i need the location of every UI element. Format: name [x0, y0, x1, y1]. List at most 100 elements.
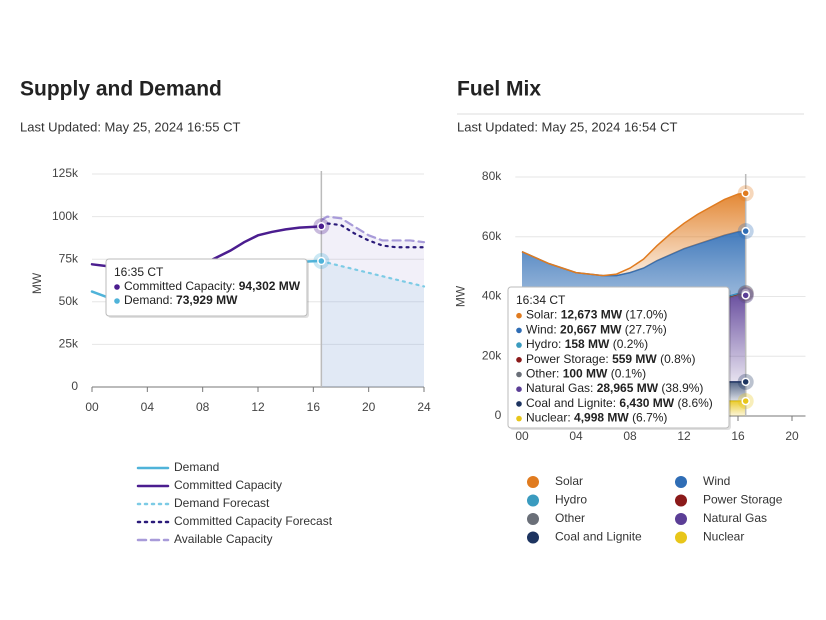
legend-label[interactable]: Coal and Lignite — [555, 530, 642, 544]
hover-point — [741, 226, 750, 236]
tooltip-title: 16:35 CT — [114, 265, 164, 279]
tooltip-label: Committed Capacity: — [124, 279, 235, 293]
legend-label[interactable]: Available Capacity — [174, 532, 273, 546]
legend-label[interactable]: Solar — [555, 474, 583, 488]
legend-label[interactable]: Natural Gas — [703, 511, 767, 525]
hover-point — [741, 377, 750, 387]
tooltip-title: 16:34 CT — [516, 293, 566, 307]
tooltip-dot — [516, 312, 522, 319]
tooltip-share: (27.7%) — [625, 323, 667, 337]
legend-swatch[interactable] — [527, 476, 539, 488]
legend-swatch[interactable] — [675, 513, 687, 525]
hover-point — [317, 256, 326, 266]
x-tick-label: 08 — [196, 400, 210, 414]
tooltip-dot — [516, 342, 522, 348]
legend-label[interactable]: Hydro — [555, 493, 587, 507]
legend-label[interactable]: Demand Forecast — [174, 496, 270, 510]
y-tick-label: 0 — [495, 408, 502, 422]
hover-point — [317, 222, 326, 231]
x-tick-label: 00 — [515, 429, 529, 443]
legend-label[interactable]: Wind — [703, 474, 730, 488]
tooltip-value: 20,667 MW — [560, 323, 622, 337]
tooltip-value: 4,998 MW — [574, 411, 629, 425]
hover-point — [741, 291, 750, 300]
x-tick-label: 16 — [307, 400, 321, 414]
tooltip-box — [105, 258, 308, 317]
x-tick-label: 20 — [362, 400, 376, 414]
series-line — [320, 222, 426, 249]
hover-point — [741, 189, 750, 198]
legend-label[interactable]: Power Storage — [703, 493, 783, 507]
tooltip-value: 6,430 MW — [619, 396, 674, 410]
x-tick-label: 04 — [569, 429, 583, 443]
legend-swatch[interactable] — [527, 513, 539, 525]
stacked-area — [522, 193, 746, 276]
tooltip-share: (17.0%) — [625, 308, 667, 322]
y-tick-label: 25k — [59, 337, 79, 351]
legend-swatch[interactable] — [527, 494, 539, 507]
tooltip-label: Wind: — [526, 323, 557, 337]
x-tick-label: 08 — [623, 429, 637, 443]
tooltip-value: 158 MW — [565, 337, 610, 351]
series-line — [320, 259, 426, 288]
tooltip-box — [507, 286, 730, 429]
x-tick-label: 04 — [141, 400, 155, 414]
y-tick-label: 60k — [482, 229, 502, 243]
tooltip-share: (0.2%) — [613, 337, 648, 351]
stacked-edge — [521, 192, 746, 277]
hover-point — [741, 396, 750, 406]
legend-swatch[interactable] — [675, 476, 687, 488]
series-area — [321, 216, 424, 387]
tooltip-label: Other: — [526, 367, 559, 381]
x-tick-label: 12 — [251, 400, 265, 414]
tooltip-label: Nuclear: — [526, 411, 571, 425]
legend-label[interactable]: Nuclear — [703, 530, 744, 544]
y-axis-label: MW — [453, 285, 467, 307]
legend-label[interactable]: Demand — [174, 460, 219, 474]
legend-swatch[interactable] — [675, 531, 687, 544]
section-title: Fuel Mix — [457, 78, 541, 101]
y-axis-label: MW — [30, 272, 44, 294]
tooltip-share: (0.8%) — [660, 352, 695, 366]
tooltip-label: Demand: — [124, 293, 173, 307]
tooltip-row: Other: 100 MW (0.1%) — [526, 367, 646, 381]
x-tick-label: 20 — [785, 429, 799, 443]
tooltip-label: Hydro: — [526, 337, 561, 351]
tooltip-row: Solar: 12,673 MW (17.0%) — [526, 308, 667, 322]
tooltip-value: 12,673 MW — [561, 308, 623, 322]
x-tick-label: 12 — [677, 429, 691, 443]
y-tick-label: 40k — [482, 289, 502, 303]
tooltip-dot — [114, 298, 120, 304]
x-tick-label: 24 — [417, 400, 431, 414]
tooltip-value: 73,929 MW — [176, 293, 238, 307]
x-tick-label: 00 — [85, 400, 99, 414]
tooltip-label: Solar: — [526, 308, 557, 322]
legend-swatch[interactable] — [675, 494, 687, 507]
last-updated: Last Updated: May 25, 2024 16:54 CT — [457, 119, 677, 134]
tooltip-value: 100 MW — [563, 367, 608, 381]
tooltip-value: 559 MW — [612, 352, 657, 366]
y-tick-label: 0 — [71, 379, 78, 393]
tooltip-row: Coal and Lignite: 6,430 MW (8.6%) — [526, 396, 713, 410]
legend-label[interactable]: Committed Capacity Forecast — [174, 514, 333, 528]
tooltip-dot — [516, 386, 522, 393]
tooltip-label: Natural Gas: — [526, 381, 593, 395]
tooltip-share: (38.9%) — [661, 381, 703, 395]
tooltip-dot — [516, 327, 522, 334]
legend-swatch[interactable] — [527, 531, 539, 544]
tooltip-dot — [516, 371, 522, 378]
x-tick-label: 16 — [731, 429, 745, 443]
section-title: Supply and Demand — [20, 78, 222, 101]
y-tick-label: 75k — [59, 251, 79, 265]
tooltip-row: Wind: 20,667 MW (27.7%) — [526, 323, 667, 337]
legend-label[interactable]: Other — [555, 511, 585, 525]
tooltip-value: 94,302 MW — [239, 279, 301, 293]
tooltip-row: Nuclear: 4,998 MW (6.7%) — [526, 411, 667, 425]
tooltip-dot — [516, 357, 522, 363]
tooltip-label: Coal and Lignite: — [526, 396, 616, 410]
legend-label[interactable]: Committed Capacity — [174, 478, 282, 492]
series-line — [320, 215, 426, 244]
tooltip-value: 28,965 MW — [597, 381, 659, 395]
last-updated: Last Updated: May 25, 2024 16:55 CT — [20, 119, 240, 134]
